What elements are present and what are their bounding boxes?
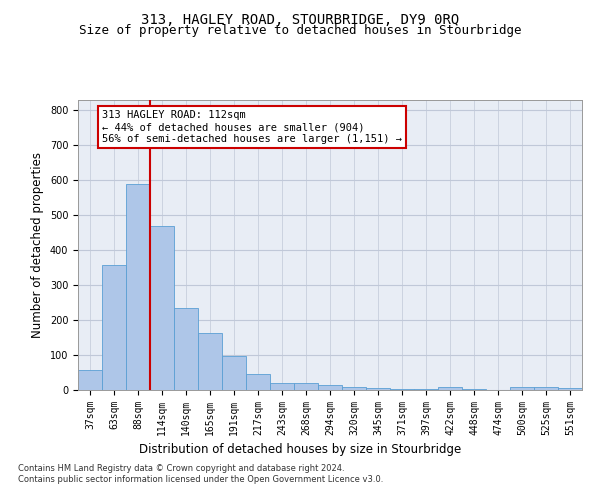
Bar — [294, 384, 318, 390]
Bar — [78, 370, 102, 390]
Text: 313 HAGLEY ROAD: 112sqm
← 44% of detached houses are smaller (904)
56% of semi-d: 313 HAGLEY ROAD: 112sqm ← 44% of detache… — [102, 110, 402, 144]
Text: Size of property relative to detached houses in Stourbridge: Size of property relative to detached ho… — [79, 24, 521, 37]
Bar — [534, 387, 558, 390]
Bar — [222, 356, 246, 390]
Bar — [366, 388, 390, 390]
Bar — [174, 308, 198, 390]
Bar — [102, 266, 126, 390]
Bar — [342, 387, 366, 390]
Bar — [510, 386, 534, 390]
Bar — [246, 374, 270, 390]
Bar — [270, 383, 294, 390]
Y-axis label: Number of detached properties: Number of detached properties — [31, 152, 44, 338]
Bar — [438, 387, 462, 390]
Text: 313, HAGLEY ROAD, STOURBRIDGE, DY9 0RQ: 313, HAGLEY ROAD, STOURBRIDGE, DY9 0RQ — [141, 12, 459, 26]
Bar — [390, 388, 414, 390]
Bar — [318, 385, 342, 390]
Bar — [558, 388, 582, 390]
Bar — [126, 184, 150, 390]
Bar — [198, 333, 222, 390]
Text: Contains public sector information licensed under the Open Government Licence v3: Contains public sector information licen… — [18, 475, 383, 484]
Bar — [150, 226, 174, 390]
Text: Distribution of detached houses by size in Stourbridge: Distribution of detached houses by size … — [139, 442, 461, 456]
Bar — [414, 389, 438, 390]
Text: Contains HM Land Registry data © Crown copyright and database right 2024.: Contains HM Land Registry data © Crown c… — [18, 464, 344, 473]
